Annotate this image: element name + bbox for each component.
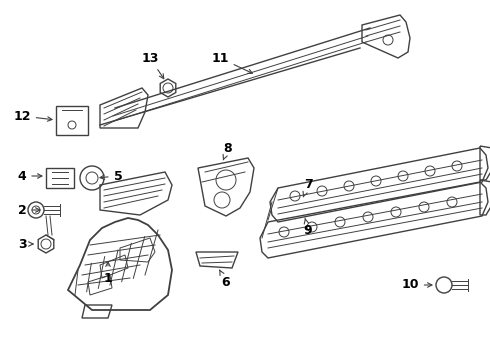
Text: 8: 8	[223, 141, 232, 160]
Text: 9: 9	[304, 218, 312, 237]
Text: 2: 2	[18, 203, 40, 216]
Text: 3: 3	[18, 238, 33, 251]
Text: 7: 7	[303, 179, 313, 197]
Text: 12: 12	[13, 109, 52, 122]
Text: 13: 13	[141, 51, 164, 78]
Text: 1: 1	[103, 262, 112, 284]
Text: 10: 10	[401, 279, 432, 292]
Text: 4: 4	[18, 170, 42, 183]
Text: 6: 6	[220, 270, 230, 288]
Text: 11: 11	[211, 51, 252, 73]
Text: 5: 5	[100, 170, 122, 183]
